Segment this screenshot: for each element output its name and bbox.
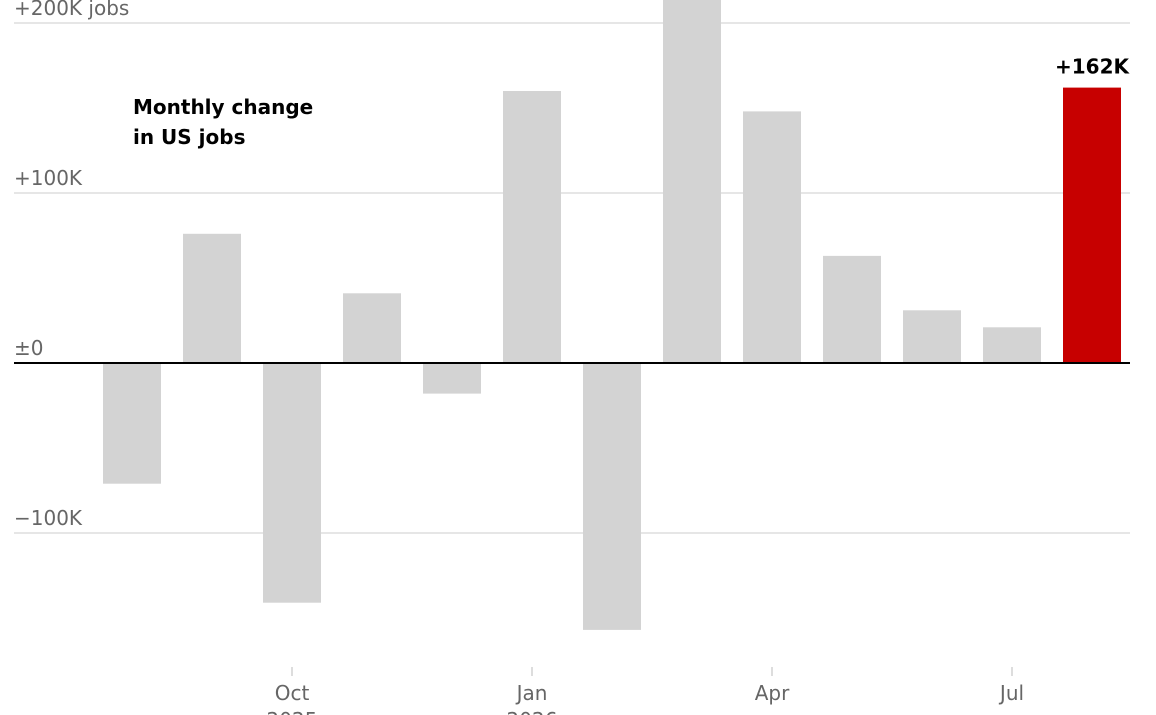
y-tick-label: +100K (14, 166, 83, 190)
value-label: +162K (1055, 55, 1131, 79)
x-tick-year: 2026 (507, 708, 558, 715)
y-tick-label: +200K jobs (14, 0, 129, 20)
bar (583, 363, 641, 630)
annotation: in US jobs (133, 125, 245, 149)
y-tick-label: −100K (14, 506, 83, 530)
bar (903, 310, 961, 363)
bar (823, 255, 881, 363)
bar (503, 91, 561, 363)
x-tick-label: Jul (998, 681, 1024, 705)
bar (743, 111, 801, 364)
bar (983, 327, 1041, 363)
bar (183, 233, 241, 363)
bar (103, 363, 161, 484)
bar (343, 293, 401, 363)
bar (263, 363, 321, 603)
y-tick-label: ±0 (14, 336, 43, 360)
annotation: Monthly change (133, 95, 313, 119)
x-tick-label: Oct (275, 681, 310, 705)
x-tick-label: Jan (515, 681, 548, 705)
x-tick-label: Apr (755, 681, 790, 705)
bar (1063, 87, 1121, 363)
bar (663, 0, 721, 363)
x-tick-year: 2025 (267, 708, 318, 715)
bar (423, 363, 481, 394)
